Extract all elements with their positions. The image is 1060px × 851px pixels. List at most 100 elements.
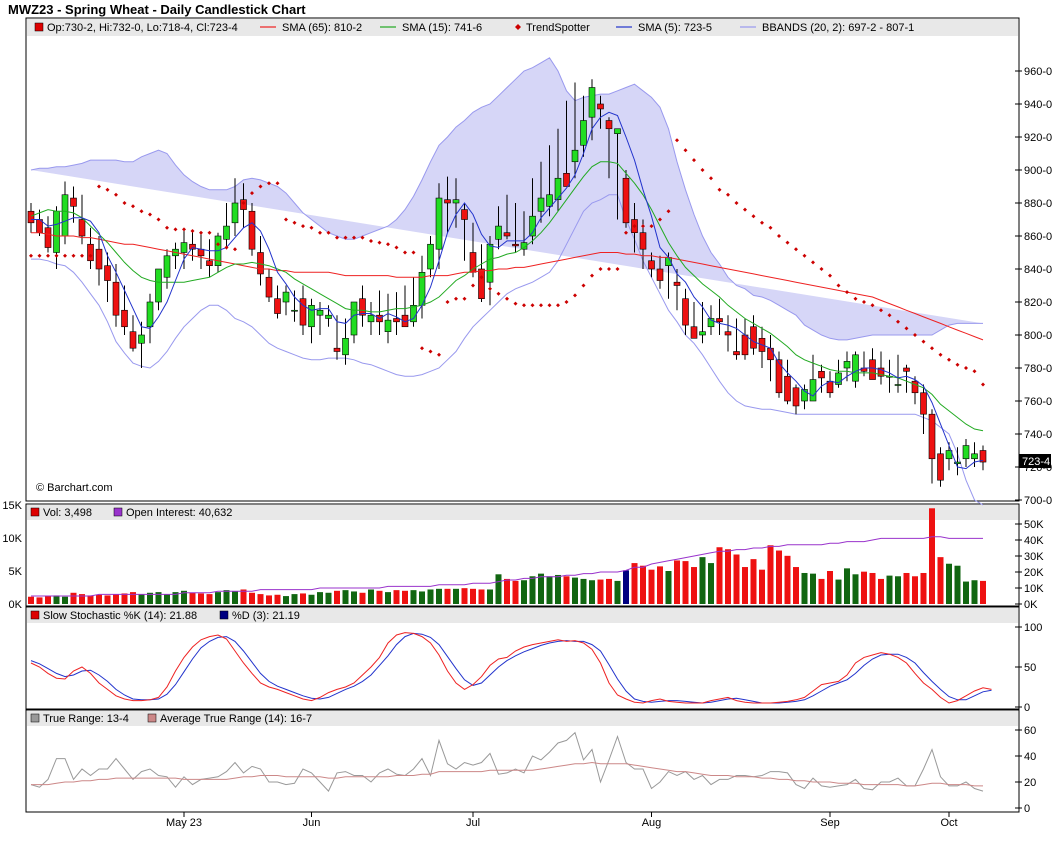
tr-legend-swatch — [147, 713, 157, 723]
candle-body — [733, 351, 740, 356]
volume-bar — [691, 567, 697, 604]
candle-body — [291, 309, 298, 312]
trendspotter-dot — [513, 301, 518, 306]
candle-body — [308, 304, 315, 328]
volume-bar — [665, 571, 672, 604]
candle-body — [163, 255, 171, 278]
trendspotter-dot — [173, 227, 178, 232]
trendspotter-dot — [573, 293, 577, 298]
trendspotter-dot — [675, 138, 679, 143]
trendspotter-dot — [105, 187, 110, 192]
volume-bar — [504, 578, 510, 604]
trendspotter-dot — [156, 217, 161, 222]
candle-body — [605, 120, 613, 130]
price-legend-swatch — [515, 24, 521, 30]
volume-bar — [818, 578, 825, 604]
volume-bar — [70, 592, 77, 604]
volume-bar — [113, 594, 119, 604]
volume-bar — [716, 547, 723, 604]
trendspotter-dot — [734, 201, 739, 205]
volume-bar — [512, 580, 519, 604]
sma5-line — [31, 111, 984, 470]
volume-bar — [138, 594, 145, 604]
trendspotter-dot — [292, 220, 297, 225]
volume-bar — [410, 590, 417, 604]
price-tick-label: 780-0 — [1024, 363, 1052, 375]
chart-title: MWZ23 - Spring Wheat - Daily Candlestick… — [8, 2, 306, 17]
trendspotter-dot — [454, 296, 458, 301]
candle-body — [393, 318, 400, 323]
trendspotter-dot — [148, 212, 152, 217]
trendspotter-dot — [309, 225, 314, 230]
volume-bar — [240, 589, 247, 604]
trendspotter-dot — [505, 296, 509, 301]
x-tick-label: Jun — [303, 817, 321, 829]
candle-body — [639, 232, 647, 250]
trendspotter-dot — [530, 303, 535, 308]
volume-bar — [62, 596, 68, 604]
candle-body — [299, 298, 307, 326]
volume-bar — [334, 590, 340, 604]
candle-body — [265, 276, 273, 298]
volume-bar — [274, 594, 281, 604]
true-range-line — [30, 731, 984, 792]
trendspotter-dot — [267, 181, 271, 186]
trendspotter-dot — [845, 290, 849, 295]
candle-body — [877, 367, 885, 377]
candle-body — [529, 215, 536, 237]
candle-body — [724, 331, 732, 336]
oi-tick-label: 40K — [1024, 535, 1044, 547]
candle-body — [920, 392, 927, 415]
trendspotter-dot — [913, 333, 917, 337]
candle-body — [206, 260, 213, 266]
axis-layer: 960-0 940-0 920-0 900-0 880-0 860-0 840-0 820-0… — [2, 66, 1052, 829]
candle-body — [792, 387, 800, 407]
x-tick-label: Sep — [820, 817, 840, 829]
trendspotter-dot — [420, 346, 424, 351]
volume-bar — [563, 576, 570, 604]
volume-bar — [28, 596, 34, 604]
volume-bar — [359, 592, 366, 604]
volume-bar — [79, 594, 85, 604]
price-tick-label: 700-0 — [1024, 495, 1052, 507]
candle-body — [580, 120, 587, 146]
trendspotter-dot — [564, 300, 569, 304]
trendspotter-dot — [743, 207, 747, 212]
trendspotter-dot — [581, 283, 586, 288]
candle-body — [801, 389, 808, 402]
tr-legend-bar — [27, 711, 1018, 726]
volume-bar — [546, 576, 553, 604]
trendspotter-dot — [258, 184, 263, 189]
candle-body — [903, 367, 910, 372]
volume-bar — [393, 590, 400, 604]
volume-bar — [869, 572, 876, 604]
candle-body — [852, 354, 859, 382]
price-legend-swatch — [34, 22, 44, 32]
volume-bar — [963, 581, 969, 604]
stoch-legend-label: %D (3): 21.19 — [232, 610, 300, 622]
trendspotter-dot — [471, 283, 475, 288]
volume-bar — [249, 592, 255, 604]
trendspotter-dot — [352, 235, 356, 240]
candle-body — [70, 197, 77, 207]
candle-body — [716, 318, 723, 323]
trendspotter-dot — [811, 260, 815, 265]
last-price-tag — [1019, 454, 1051, 468]
volume-bar — [614, 580, 621, 604]
tr-tick-label: 60 — [1024, 725, 1036, 737]
legend-layer: Op:730-2, Hi:732-0, Lo:718-4, Cl:723-4 SM… — [30, 22, 914, 725]
price-legend-label: SMA (5): 723-5 — [638, 22, 712, 34]
candle-body — [597, 103, 604, 110]
trendspotter-dot — [624, 230, 628, 235]
candle-body — [971, 453, 978, 460]
volume-bar — [776, 550, 782, 604]
volume-bar — [368, 589, 374, 604]
volume-bar — [427, 589, 434, 604]
candle-body — [444, 199, 451, 204]
trendspotter-dot — [114, 192, 118, 197]
volume-bar — [801, 572, 808, 604]
trendspotter-dot — [938, 352, 943, 357]
volume-bar — [376, 590, 383, 604]
stoch-layer — [30, 632, 992, 704]
volume-bar — [648, 569, 655, 604]
